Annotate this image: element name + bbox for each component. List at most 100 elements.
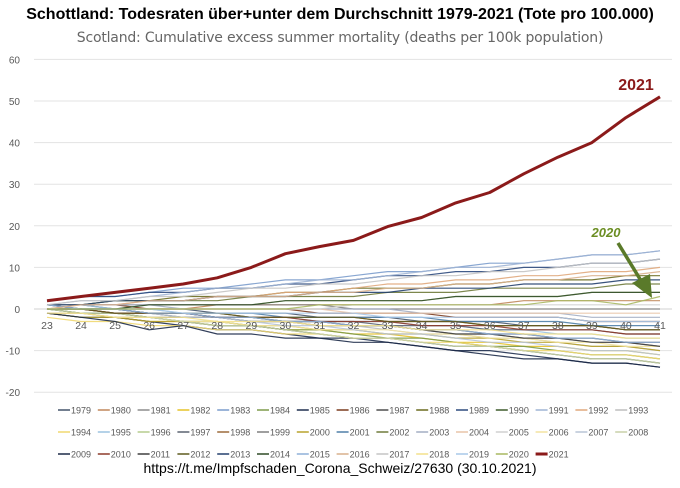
series-line-2003 <box>47 304 660 318</box>
legend-label: 1992 <box>588 406 608 416</box>
legend-item-2001: 2001 <box>336 428 370 438</box>
legend-label: 2011 <box>151 450 170 460</box>
legend-label: 1988 <box>429 406 449 416</box>
legend-item-1988: 1988 <box>416 406 449 416</box>
legend-label: 1979 <box>71 406 91 416</box>
legend-label: 2012 <box>190 450 210 460</box>
legend-label: 1995 <box>111 428 131 438</box>
x-tick-label: 28 <box>211 320 223 332</box>
legend-label: 1991 <box>549 406 569 416</box>
legend-label: 1999 <box>270 428 290 438</box>
legend-label: 2020 <box>509 450 529 460</box>
legend-label: 2015 <box>310 450 330 460</box>
legend-item-2021: 2021 <box>535 450 569 460</box>
legend-item-1989: 1989 <box>456 406 489 416</box>
y-tick-label: 10 <box>9 263 21 274</box>
legend-label: 2002 <box>389 428 409 438</box>
y-tick-label: -20 <box>6 388 21 399</box>
y-tick-label: 20 <box>9 222 21 233</box>
legend-label: 2016 <box>350 450 370 460</box>
legend-label: 2010 <box>111 450 131 460</box>
series-line-2018 <box>47 312 660 339</box>
legend-item-1995: 1995 <box>97 428 131 438</box>
legend-item-2018: 2018 <box>416 450 449 460</box>
legend-label: 2018 <box>429 450 449 460</box>
legend-label: 1994 <box>71 428 91 438</box>
x-tick-label: 30 <box>280 320 292 332</box>
legend-item-1991: 1991 <box>535 406 569 416</box>
series-line-2005 <box>47 304 660 310</box>
legend-item-2003: 2003 <box>416 428 449 438</box>
legend-item-2011: 2011 <box>137 450 170 460</box>
x-axis-ticks: 23 24 25 26 27 28 29 30 31 32 33 34 35 36 37 38 39 40 41 <box>41 320 666 332</box>
legend-label: 2008 <box>628 428 648 438</box>
legend-label: 2006 <box>549 428 569 438</box>
legend-label: 2014 <box>270 450 290 460</box>
x-tick-label: 41 <box>654 320 666 332</box>
x-tick-label: 24 <box>75 320 87 332</box>
legend-label: 1993 <box>628 406 648 416</box>
legend-label: 1998 <box>230 428 250 438</box>
x-tick-label: 27 <box>177 320 189 332</box>
x-tick-label: 40 <box>620 320 632 332</box>
legend-item-1990: 1990 <box>495 406 529 416</box>
legend-label: 1987 <box>389 406 409 416</box>
legend-label: 2021 <box>549 450 569 460</box>
annotation-2021: 2021 <box>618 77 654 94</box>
chart-subtitle: Scotland: Cumulative excess summer morta… <box>76 30 604 46</box>
x-tick-label: 32 <box>348 320 360 332</box>
legend-label: 1984 <box>270 406 290 416</box>
legend-label: 1981 <box>151 406 171 416</box>
legend-item-1997: 1997 <box>177 428 210 438</box>
series-line-2004 <box>47 308 660 314</box>
x-tick-label: 35 <box>450 320 462 332</box>
legend-label: 2019 <box>469 450 489 460</box>
legend-label: 2005 <box>509 428 529 438</box>
x-tick-label: 39 <box>586 320 598 332</box>
y-tick-label: -10 <box>6 347 21 358</box>
legend-label: 1985 <box>310 406 330 416</box>
legend-item-2016: 2016 <box>336 450 370 460</box>
legend-item-2004: 2004 <box>456 428 489 438</box>
x-tick-label: 34 <box>416 320 428 332</box>
legend-item-1984: 1984 <box>257 406 290 416</box>
x-tick-label: 29 <box>245 320 257 332</box>
legend-item-2012: 2012 <box>177 450 210 460</box>
legend-label: 1990 <box>509 406 529 416</box>
legend-item-2014: 2014 <box>257 450 290 460</box>
legend-item-1996: 1996 <box>137 428 171 438</box>
legend-label: 2009 <box>71 450 91 460</box>
legend-label: 1986 <box>350 406 370 416</box>
legend-item-2005: 2005 <box>495 428 529 438</box>
legend-label: 1980 <box>111 406 131 416</box>
source-link[interactable]: https://t.me/Impfschaden_Corona_Schweiz/… <box>143 460 537 476</box>
arrow-head-icon <box>632 274 652 298</box>
legend-label: 2004 <box>469 428 489 438</box>
y-tick-label: 60 <box>9 55 21 66</box>
series-line-2017 <box>46 258 661 306</box>
legend-item-2006: 2006 <box>535 428 569 438</box>
series-line-2021 <box>46 95 661 303</box>
legend-label: 1996 <box>151 428 171 438</box>
legend-item-1983: 1983 <box>217 406 250 416</box>
legend-item-1979: 1979 <box>58 406 91 416</box>
legend-item-1986: 1986 <box>336 406 370 416</box>
legend-item-1994: 1994 <box>58 428 91 438</box>
y-axis-ticks: 60 50 40 30 20 10 0 -10 -20 <box>6 55 21 399</box>
legend-item-1985: 1985 <box>296 406 330 416</box>
x-tick-label: 25 <box>109 320 121 332</box>
series-line-2009 <box>46 312 661 368</box>
legend-label: 2003 <box>429 428 449 438</box>
x-tick-label: 31 <box>314 320 326 332</box>
series-line-1999 <box>47 304 660 310</box>
legend-item-2017: 2017 <box>376 450 409 460</box>
legend: 1979 1980 1981 1982 1983 1984 1985 1986 1987 1988… <box>58 406 648 460</box>
legend-label: 1997 <box>190 428 210 438</box>
x-tick-label: 26 <box>143 320 155 332</box>
x-tick-label: 37 <box>518 320 530 332</box>
series-line-2016 <box>46 271 661 310</box>
series-line-2014 <box>47 291 660 310</box>
y-tick-label: 30 <box>9 180 21 191</box>
annotations: 2021 2020 <box>591 77 654 298</box>
